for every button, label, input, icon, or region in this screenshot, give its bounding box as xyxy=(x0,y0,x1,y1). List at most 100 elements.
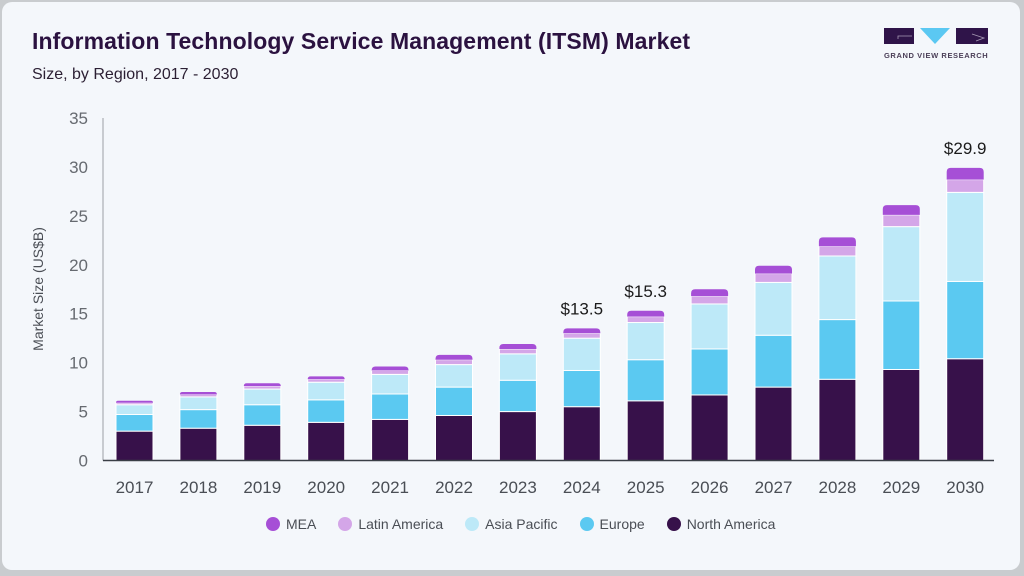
bar-mea-2027 xyxy=(755,265,792,274)
bar-europe-2023 xyxy=(498,379,537,413)
bar-stack-2026 xyxy=(690,289,729,461)
bar-asia-pacific-2019 xyxy=(243,388,282,406)
bar-north-america-2020 xyxy=(307,421,346,462)
bar-mea-2025 xyxy=(627,310,665,317)
y-tick-label: 20 xyxy=(69,256,88,275)
bar-stack-2017 xyxy=(115,400,154,461)
x-tick-label: 2022 xyxy=(435,478,473,497)
bar-asia-pacific-2028 xyxy=(818,255,857,321)
data-label-2024: $13.5 xyxy=(561,299,604,318)
bars xyxy=(115,167,985,462)
legend-dot-icon xyxy=(666,517,681,531)
bar-latin-america-2026 xyxy=(690,295,729,305)
bar-asia-pacific-2022 xyxy=(435,364,473,388)
bar-latin-america-2019 xyxy=(243,385,282,390)
legend-item-latin-america: Latin America xyxy=(338,516,443,532)
grand-view-research-logo-icon xyxy=(884,28,988,44)
bar-latin-america-2021 xyxy=(371,369,410,375)
bar-north-america-2028 xyxy=(818,378,857,461)
bar-asia-pacific-2027 xyxy=(754,281,793,336)
bar-north-america-2029 xyxy=(882,368,921,461)
bar-stack-2019 xyxy=(243,383,282,461)
x-tick-label: 2020 xyxy=(307,478,345,497)
x-tick-label: 2025 xyxy=(627,478,665,497)
bar-europe-2027 xyxy=(754,334,793,388)
y-tick-label: 0 xyxy=(79,452,88,471)
legend-item-mea: MEA xyxy=(266,516,316,532)
bar-latin-america-2024 xyxy=(562,332,601,339)
bar-latin-america-2027 xyxy=(754,273,793,283)
bar-europe-2029 xyxy=(882,300,921,370)
bar-latin-america-2023 xyxy=(498,348,537,355)
bar-north-america-2022 xyxy=(435,414,473,462)
bar-mea-2023 xyxy=(499,344,537,349)
bar-mea-2024 xyxy=(563,328,601,334)
x-tick-label: 2030 xyxy=(946,478,984,497)
legend-label: Europe xyxy=(599,516,645,532)
bar-mea-2022 xyxy=(435,354,473,360)
x-tick-label: 2023 xyxy=(499,478,537,497)
x-tick-label: 2026 xyxy=(691,478,729,497)
bar-north-america-2026 xyxy=(690,394,729,461)
bar-north-america-2025 xyxy=(626,400,665,461)
data-label-2030: $29.9 xyxy=(944,139,987,158)
bar-mea-2029 xyxy=(882,205,920,215)
bar-stack-2025 xyxy=(626,310,665,461)
bar-asia-pacific-2030 xyxy=(946,191,985,282)
legend-dot-icon xyxy=(338,517,353,531)
bar-latin-america-2022 xyxy=(435,359,473,366)
bar-asia-pacific-2029 xyxy=(882,226,921,302)
bar-stack-2020 xyxy=(307,376,346,462)
bar-stack-2022 xyxy=(435,354,473,462)
bar-north-america-2027 xyxy=(754,386,793,462)
bar-asia-pacific-2020 xyxy=(307,381,346,401)
bar-north-america-2021 xyxy=(371,418,410,461)
bar-europe-2019 xyxy=(243,404,282,426)
legend-label: Latin America xyxy=(358,516,444,532)
bar-stack-2023 xyxy=(498,344,537,462)
bar-mea-2030 xyxy=(946,167,984,180)
bar-asia-pacific-2024 xyxy=(562,337,601,371)
y-tick-label: 5 xyxy=(79,403,88,422)
legend-label: North America xyxy=(686,516,776,532)
bar-europe-2030 xyxy=(946,280,985,360)
bar-europe-2024 xyxy=(562,369,601,408)
bar-stack-2024 xyxy=(562,328,601,461)
x-tick-label: 2028 xyxy=(818,478,856,497)
x-tick-label: 2024 xyxy=(563,478,601,497)
bar-mea-2018 xyxy=(179,392,217,395)
bar-latin-america-2018 xyxy=(179,393,218,398)
bar-latin-america-2029 xyxy=(882,214,921,228)
x-tick-label: 2021 xyxy=(371,478,409,497)
bar-mea-2026 xyxy=(691,289,729,297)
legend-dot-icon xyxy=(266,517,280,531)
bar-latin-america-2030 xyxy=(946,179,985,193)
y-tick-label: 35 xyxy=(69,109,88,128)
bar-europe-2018 xyxy=(179,409,218,429)
bar-mea-2017 xyxy=(116,400,153,403)
y-tick-label: 15 xyxy=(69,305,88,324)
bar-europe-2017 xyxy=(115,414,154,432)
bar-north-america-2017 xyxy=(115,430,154,461)
bar-stack-2021 xyxy=(371,366,410,461)
legend-item-asia-pacific: Asia Pacific xyxy=(465,516,558,532)
legend-dot-icon xyxy=(465,517,480,531)
bar-asia-pacific-2021 xyxy=(371,373,410,395)
y-tick-label: 25 xyxy=(69,207,88,226)
legend: MEA Latin America Asia Pacific Europe North … xyxy=(266,516,775,532)
bar-north-america-2023 xyxy=(498,411,537,462)
bar-europe-2020 xyxy=(307,399,346,423)
bar-stack-2027 xyxy=(754,265,793,462)
bar-mea-2019 xyxy=(243,383,281,387)
bar-asia-pacific-2017 xyxy=(115,404,154,416)
bar-north-america-2030 xyxy=(946,358,985,462)
x-tick-label: 2017 xyxy=(116,478,154,497)
legend-item-north-america: North America xyxy=(666,516,776,532)
bar-latin-america-2020 xyxy=(307,378,346,383)
data-label-2025: $15.3 xyxy=(624,282,667,301)
bar-latin-america-2025 xyxy=(626,316,665,324)
chart-subtitle: Size, by Region, 2017 - 2030 xyxy=(32,66,239,83)
bar-asia-pacific-2025 xyxy=(626,322,665,361)
bar-latin-america-2028 xyxy=(818,245,857,257)
